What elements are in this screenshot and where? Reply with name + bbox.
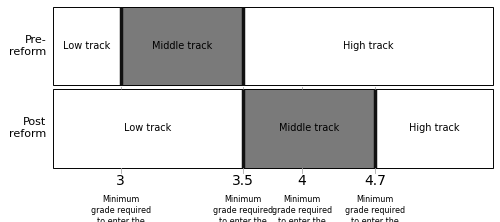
Bar	[243, 89, 375, 168]
Text: Minimum
grade required
to enter the
middle track
prior to the
reform: Minimum grade required to enter the midd…	[90, 195, 151, 222]
Bar	[52, 7, 492, 85]
Text: 3.5: 3.5	[232, 174, 254, 188]
Text: Minimum
grade required
to enter the
middle track
after the
reform: Minimum grade required to enter the midd…	[213, 195, 273, 222]
Text: 3: 3	[116, 174, 125, 188]
Text: High track: High track	[342, 41, 393, 51]
Bar	[375, 89, 492, 168]
Text: Post
reform: Post reform	[9, 117, 46, 139]
Text: Low track: Low track	[63, 41, 110, 51]
Text: High track: High track	[408, 123, 459, 133]
Text: Middle track: Middle track	[152, 41, 212, 51]
Text: Low track: Low track	[124, 123, 172, 133]
Text: Pre-
reform: Pre- reform	[9, 35, 46, 57]
Bar	[243, 7, 492, 85]
Text: Middle track: Middle track	[279, 123, 339, 133]
Bar	[52, 89, 492, 168]
Text: 4: 4	[298, 174, 306, 188]
Bar	[52, 89, 243, 168]
Text: Minimum
grade required
to enter the
high track
prior to the
reform: Minimum grade required to enter the high…	[272, 195, 332, 222]
Text: Minimum
grade required
to enter the
high track
after the
reform: Minimum grade required to enter the high…	[345, 195, 405, 222]
Bar	[120, 7, 243, 85]
Text: 4.7: 4.7	[364, 174, 386, 188]
Bar	[52, 7, 120, 85]
